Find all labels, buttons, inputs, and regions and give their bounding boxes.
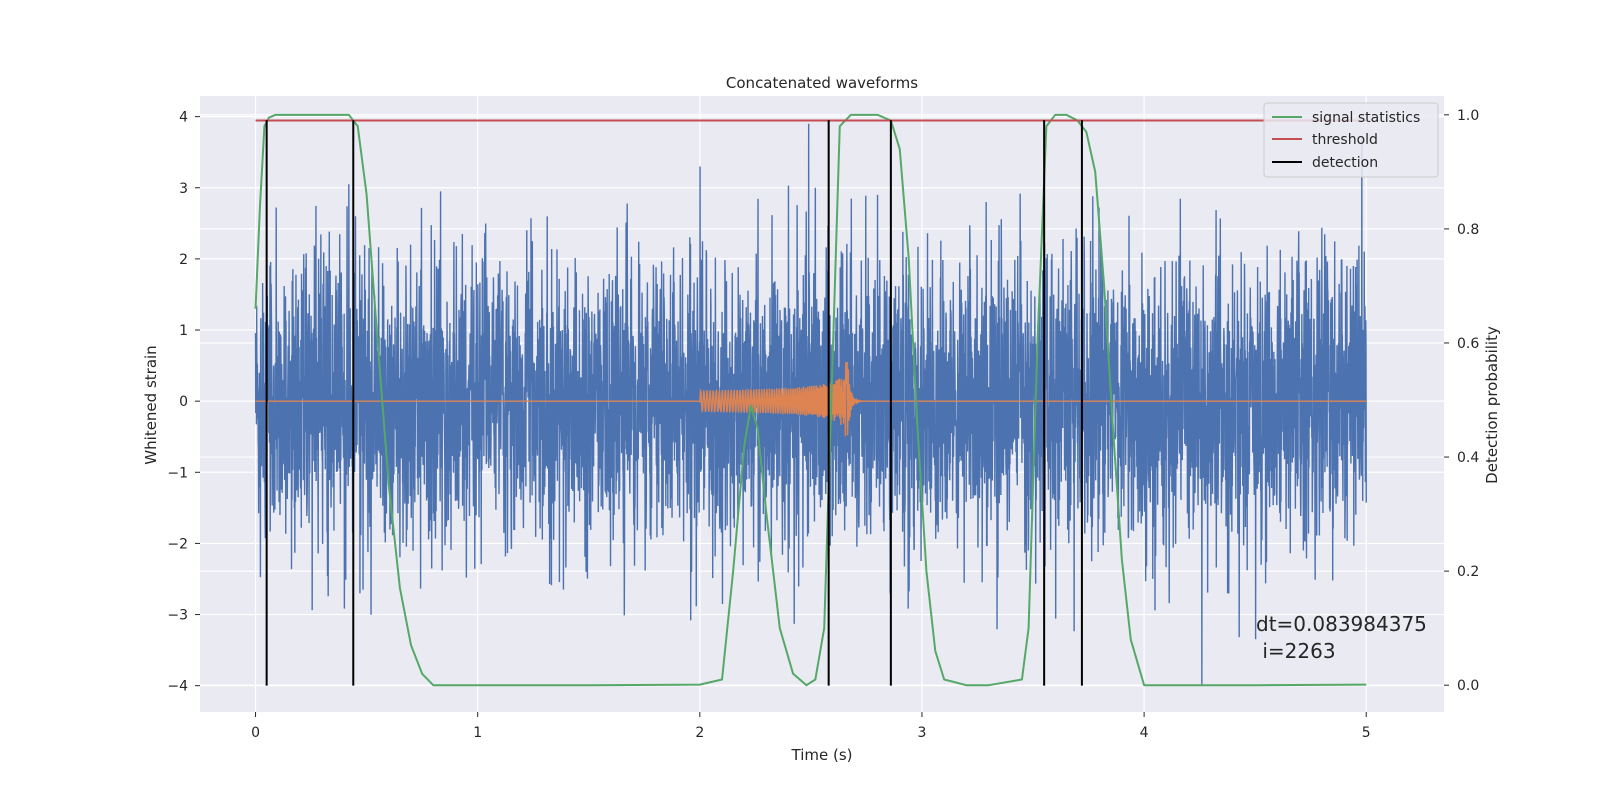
- y-left-tick-label-8: −4: [167, 679, 188, 695]
- series-whitened-strain-noise-: [254, 123, 1367, 686]
- legend: signal statistics threshold detection: [1263, 102, 1439, 178]
- legend-box: [1263, 102, 1439, 178]
- y-left-tick-label-6: −2: [167, 536, 188, 552]
- x-tick-label-1: 1: [473, 725, 482, 741]
- x-tick-label-5: 5: [1362, 725, 1371, 741]
- y-left-tick-label-4: 0: [179, 394, 188, 410]
- series-signal-statistics: [254, 113, 1367, 687]
- y-right-tick-label-0: 1.0: [1457, 108, 1479, 124]
- y-axis-label-right: Detection probability: [1483, 326, 1501, 484]
- legend-label-detection: detection: [1312, 155, 1378, 171]
- axes-labels: Concatenated waveforms Time (s) Whitened…: [142, 74, 1501, 764]
- y-right-tick-label-4: 0.2: [1457, 564, 1479, 580]
- y-left-tick-label-2: 2: [179, 252, 188, 268]
- y-left-tick-label-5: −1: [167, 465, 188, 481]
- tick-labels: 0 1 2 3 4 5 4 3 2 1 0 −1 −2 −3 −4 1.0 0.8 0.6 0.4 0.2 0.0: [167, 108, 1479, 741]
- plot-series: [254, 113, 1367, 687]
- y-left-tick-label-3: 1: [179, 323, 188, 339]
- y-left-tick-label-1: 3: [179, 181, 188, 197]
- y-left-tick-label-7: −3: [167, 608, 188, 624]
- annotation-dt: dt=0.083984375: [1256, 612, 1427, 636]
- x-tick-label-0: 0: [251, 725, 260, 741]
- x-tick-label-2: 2: [695, 725, 704, 741]
- y-axis-label-left: Whitened strain: [142, 345, 160, 464]
- y-right-tick-label-3: 0.4: [1457, 450, 1479, 466]
- annotation: dt=0.083984375 i=2263: [1256, 612, 1427, 663]
- legend-label-signal-statistics: signal statistics: [1312, 110, 1420, 126]
- y-left-tick-label-0: 4: [179, 110, 188, 126]
- legend-label-threshold: threshold: [1312, 132, 1378, 148]
- x-axis-label: Time (s): [791, 746, 853, 764]
- y-right-tick-label-1: 0.8: [1457, 222, 1479, 238]
- y-right-tick-label-2: 0.6: [1457, 336, 1479, 352]
- chart-title: Concatenated waveforms: [726, 74, 918, 92]
- y-right-tick-label-5: 0.0: [1457, 678, 1479, 694]
- annotation-i: i=2263: [1256, 639, 1336, 663]
- x-tick-label-3: 3: [918, 725, 927, 741]
- series-injected-waveform: [255, 361, 1367, 437]
- x-tick-label-4: 4: [1140, 725, 1149, 741]
